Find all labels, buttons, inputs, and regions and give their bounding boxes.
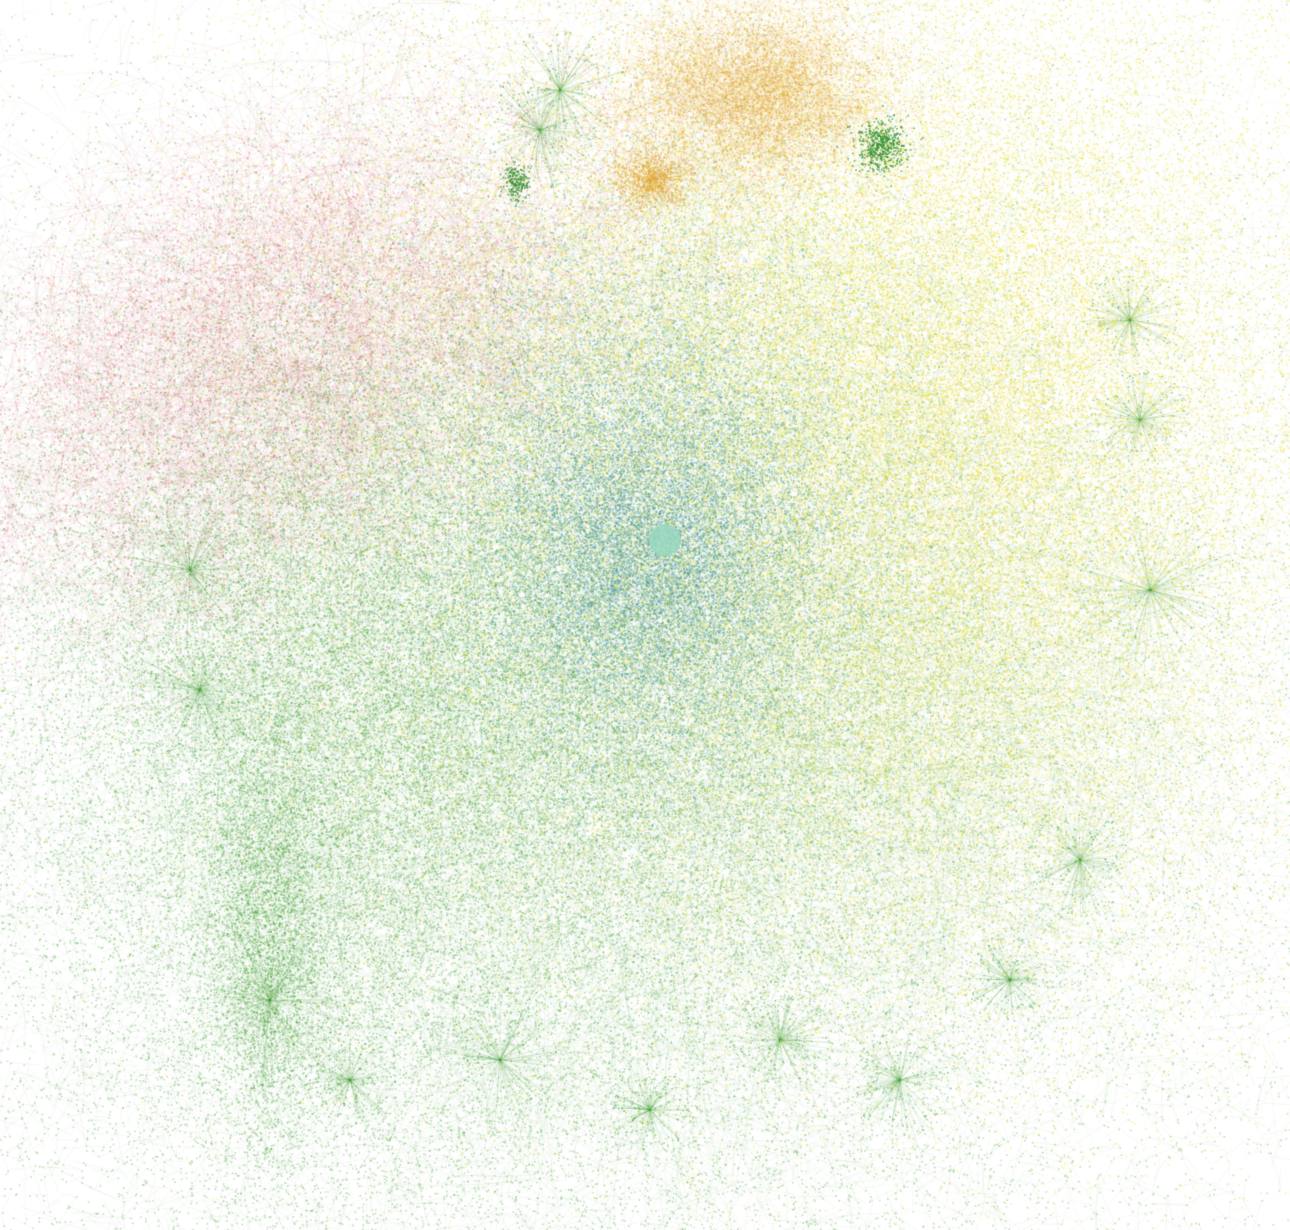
- network-graph-canvas: [0, 0, 1290, 1230]
- network-graph-figure: [0, 0, 1290, 1230]
